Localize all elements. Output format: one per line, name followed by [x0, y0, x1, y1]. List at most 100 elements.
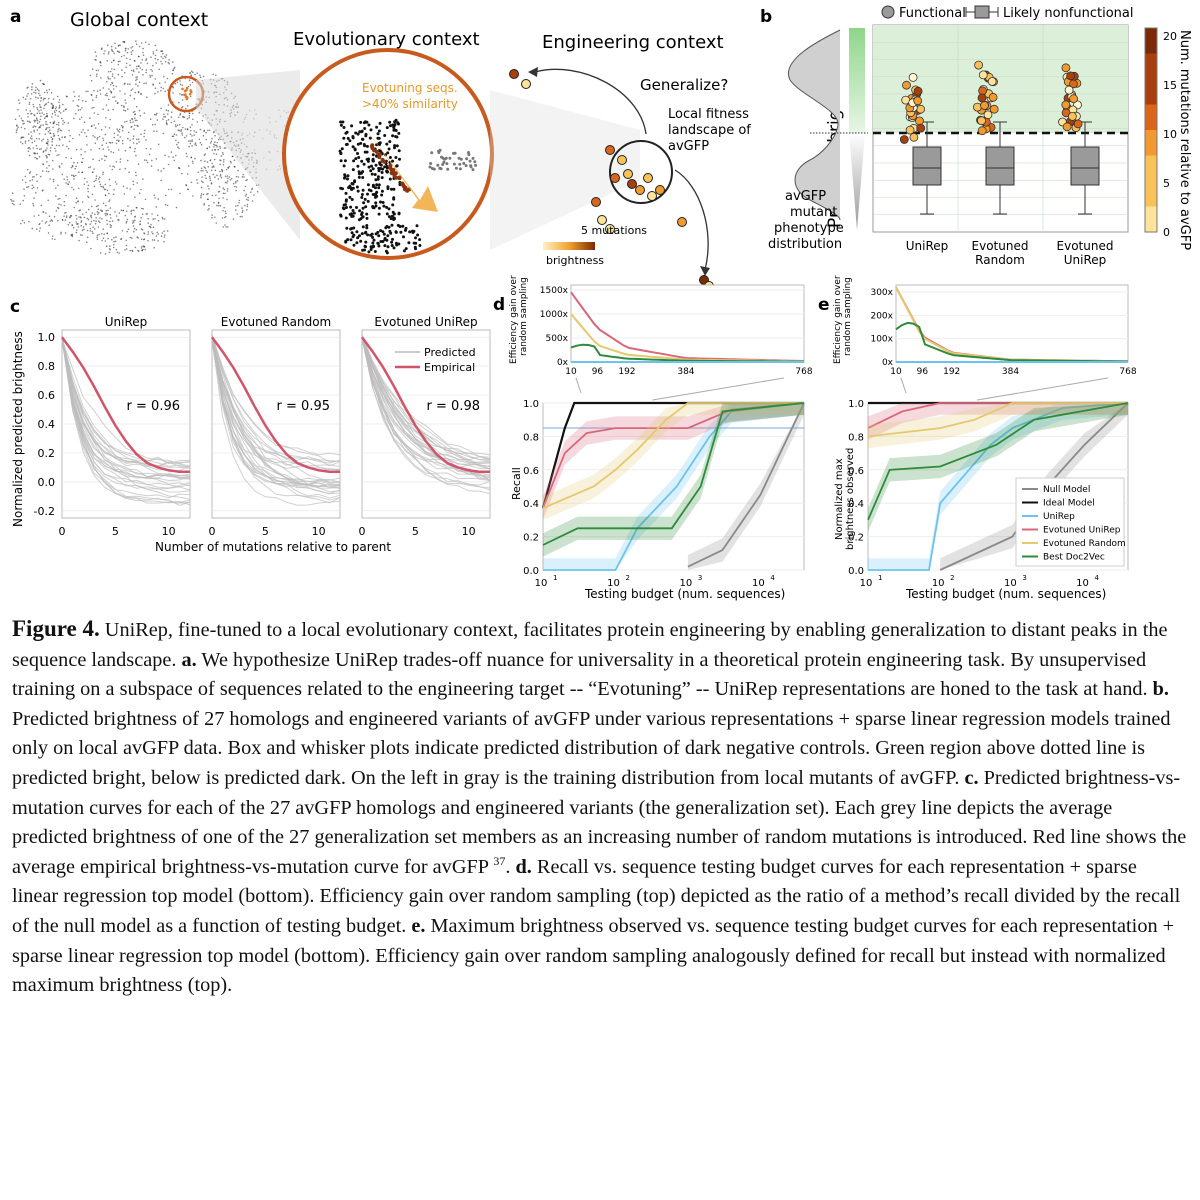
evo-point	[344, 216, 348, 220]
cloud-point	[163, 230, 165, 232]
top-y-tick: 200x	[870, 311, 893, 321]
cloud-point	[67, 122, 70, 124]
cloud-point	[117, 218, 119, 221]
cloud-point	[192, 195, 194, 197]
cloud-point	[72, 188, 75, 191]
cloud-point	[139, 67, 142, 69]
top-x-tick: 192	[618, 367, 635, 377]
cloud-point	[165, 194, 167, 197]
colorbar-segment	[1145, 28, 1157, 54]
cloud-point	[227, 226, 229, 228]
cloud-point	[55, 150, 57, 152]
cloud-point	[40, 124, 42, 127]
cloud-point	[63, 204, 66, 207]
cloud-point	[160, 50, 162, 53]
cloud-point	[167, 119, 170, 121]
local-landscape-circle	[609, 140, 673, 204]
evo-point	[362, 201, 366, 205]
cloud-point	[166, 204, 169, 207]
cloud-point	[66, 215, 68, 217]
cloud-point	[162, 217, 164, 220]
cloud-point	[191, 112, 194, 115]
cloud-point	[151, 231, 153, 233]
cloud-point	[104, 159, 106, 162]
cloud-point	[244, 195, 247, 197]
evo-point	[353, 180, 357, 184]
cloud-point	[75, 214, 77, 217]
cloud-point	[31, 138, 33, 140]
evo-point	[366, 183, 370, 187]
evo-point	[380, 189, 384, 193]
cloud-point	[170, 121, 173, 124]
cloud-point	[17, 126, 19, 129]
evo-point-bottom	[360, 232, 364, 236]
cloud-point	[175, 125, 177, 128]
evo-point-avgfp	[380, 159, 385, 164]
x-tick: 10	[312, 525, 326, 538]
cloud-point	[156, 130, 158, 133]
evo-point	[382, 204, 386, 208]
cloud-point	[113, 136, 115, 139]
cloud-point	[77, 105, 80, 108]
cloud-point	[93, 112, 96, 114]
cloud-point	[114, 47, 117, 49]
evo-point	[357, 218, 361, 222]
cloud-point	[115, 161, 118, 163]
evo-point	[361, 206, 365, 210]
cloud-point	[101, 239, 103, 242]
cloud-point	[20, 126, 23, 129]
cloud-point	[72, 226, 75, 229]
evo-point	[357, 172, 361, 176]
cloud-point	[165, 109, 168, 111]
cloud-point	[109, 142, 112, 144]
cloud-point	[145, 147, 148, 150]
cloud-point	[29, 97, 32, 100]
cloud-point	[93, 185, 96, 188]
evo-point	[362, 162, 366, 166]
top-x-tick: 10	[565, 367, 577, 377]
cloud-point	[55, 210, 58, 212]
cloud-point	[111, 75, 114, 77]
cloud-point	[36, 112, 39, 115]
cloud-point	[91, 193, 94, 196]
cloud-point	[125, 57, 128, 60]
cloud-point	[31, 141, 34, 144]
cloud-point	[132, 111, 135, 114]
colorbar-segment	[1145, 79, 1157, 105]
cloud-point	[45, 120, 47, 123]
cloud-point	[101, 218, 103, 220]
evo-point	[356, 189, 360, 193]
cloud-point	[80, 220, 83, 222]
evo-point	[391, 134, 395, 138]
evo-point	[397, 149, 401, 153]
band-evotuned-random	[543, 403, 804, 520]
cloud-point	[180, 130, 182, 132]
cloud-point	[224, 181, 227, 184]
cloud-point	[31, 179, 34, 181]
panel-d-ylabel: Recall	[510, 467, 523, 500]
cloud-point	[112, 108, 114, 111]
predicted-line	[61, 335, 191, 493]
cloud-point	[87, 190, 89, 193]
panel-e-top-ylabel-2: random sampling	[843, 277, 853, 356]
evo-point	[362, 121, 366, 125]
cloud-point	[97, 212, 100, 214]
cloud-point	[130, 53, 133, 56]
cloud-point	[124, 99, 126, 101]
cloud-point	[78, 134, 81, 136]
cloud-point	[94, 58, 96, 61]
cloud-point	[211, 194, 214, 197]
evo-point	[348, 139, 352, 143]
cloud-point	[93, 180, 95, 183]
cloud-point	[59, 139, 61, 141]
legend-functional-label: Functional	[899, 6, 966, 21]
cloud-point	[111, 49, 113, 52]
bottom-x-tick: 10	[607, 578, 620, 589]
cloud-point	[59, 112, 62, 114]
evo-point	[374, 163, 378, 167]
cloud-point	[108, 248, 111, 250]
cloud-point	[102, 171, 104, 174]
bottom-x-tick: 10	[680, 578, 693, 589]
cloud-point	[46, 147, 48, 149]
